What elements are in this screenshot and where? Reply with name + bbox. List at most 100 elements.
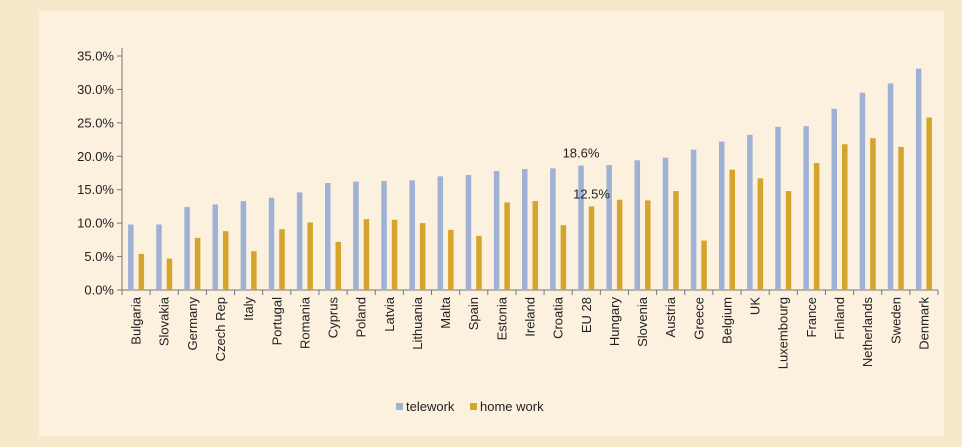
bar-telework-italy bbox=[240, 201, 247, 290]
y-tick-label: 35.0% bbox=[77, 49, 114, 64]
x-tick-label: UK bbox=[748, 297, 763, 315]
bar-telework-greece bbox=[690, 149, 697, 290]
bar-home-work-greece bbox=[701, 240, 707, 290]
bar-telework-romania bbox=[296, 192, 303, 290]
bar-telework-luxembourg bbox=[775, 126, 781, 291]
bar-telework-czech-rep bbox=[212, 204, 218, 290]
data-label: 12.5% bbox=[573, 186, 610, 201]
bar-home-work-uk bbox=[757, 178, 764, 290]
bar-telework-eu-28 bbox=[578, 165, 584, 290]
bar-telework-croatia bbox=[550, 168, 556, 290]
x-tick-label: Poland bbox=[354, 297, 369, 337]
y-tick-label: 5.0% bbox=[84, 249, 114, 264]
bar-home-work-italy bbox=[251, 251, 257, 290]
bar-telework-slovenia bbox=[634, 160, 641, 290]
chart-panel: 0.0% 5.0% 10.0% 15.0% 20.0% 25.0% 30.0% 35.0% Bu… bbox=[39, 11, 944, 436]
bar-home-work-estonia bbox=[504, 202, 510, 290]
x-tick-label: Slovenia bbox=[635, 296, 650, 347]
bar-telework-austria bbox=[662, 157, 669, 290]
bar-home-work-germany bbox=[194, 237, 201, 290]
x-tick-label: Finland bbox=[832, 297, 847, 340]
x-tick-label: Romania bbox=[297, 296, 312, 349]
bar-home-work-hungary bbox=[616, 199, 623, 290]
bar-telework-france bbox=[803, 126, 809, 290]
x-tick-label: Austria bbox=[663, 296, 678, 337]
x-tick-label: Malta bbox=[438, 296, 453, 329]
bar-home-work-france bbox=[813, 162, 820, 290]
bar-telework-hungary bbox=[606, 164, 612, 290]
legend-label: home work bbox=[480, 399, 544, 414]
y-tick-label: 30.0% bbox=[77, 82, 114, 97]
x-tick-label: EU 28 bbox=[579, 297, 594, 333]
bar-home-work-belgium bbox=[729, 169, 735, 290]
x-tick-label: Estonia bbox=[494, 296, 509, 340]
bar-home-work-spain bbox=[476, 235, 482, 290]
bar-telework-estonia bbox=[493, 170, 500, 290]
bar-home-work-bulgaria bbox=[138, 253, 145, 290]
x-tick-label: Slovakia bbox=[157, 296, 172, 346]
x-tick-label: Lithuania bbox=[410, 296, 425, 350]
x-tick-label: Hungary bbox=[607, 297, 622, 347]
x-tick-label: Netherlands bbox=[860, 297, 875, 368]
bar-chart: 0.0% 5.0% 10.0% 15.0% 20.0% 25.0% 30.0% 35.0% Bu… bbox=[77, 48, 939, 414]
x-tick-label: Croatia bbox=[551, 296, 566, 339]
bar-home-work-slovenia bbox=[645, 200, 651, 290]
bar-home-work-slovakia bbox=[166, 258, 173, 290]
x-tick-label: Greece bbox=[691, 297, 706, 340]
x-tick-label: Czech Rep bbox=[213, 297, 228, 361]
bar-telework-cyprus bbox=[325, 183, 331, 290]
bar-home-work-cyprus bbox=[335, 241, 342, 290]
x-tick-label: Cyprus bbox=[326, 297, 341, 339]
bar-home-work-czech-rep bbox=[222, 231, 229, 290]
bar-telework-latvia bbox=[381, 181, 387, 290]
x-tick-label: Bulgaria bbox=[129, 296, 144, 344]
y-tick-label: 0.0% bbox=[84, 283, 114, 298]
x-tick-label: Spain bbox=[466, 297, 481, 330]
bar-telework-finland bbox=[831, 108, 838, 291]
bar-telework-poland bbox=[353, 181, 359, 290]
bar-home-work-denmark bbox=[926, 117, 932, 290]
legend-swatch bbox=[396, 403, 403, 410]
x-tick-label: Ireland bbox=[523, 297, 538, 337]
y-tick-label: 20.0% bbox=[77, 149, 114, 164]
bar-home-work-austria bbox=[673, 191, 679, 290]
bar-home-work-lithuania bbox=[419, 223, 426, 290]
bar-telework-uk bbox=[747, 134, 753, 290]
bar-home-work-portugal bbox=[279, 229, 285, 290]
bar-telework-spain bbox=[465, 175, 472, 290]
y-tick-label: 25.0% bbox=[77, 115, 114, 130]
y-tick-label: 15.0% bbox=[77, 182, 114, 197]
x-tick-label: Portugal bbox=[269, 297, 284, 346]
bar-home-work-luxembourg bbox=[785, 191, 792, 290]
bar-home-work-finland bbox=[842, 144, 848, 290]
legend-label: telework bbox=[406, 399, 455, 414]
bar-telework-netherlands bbox=[859, 92, 866, 291]
bar-home-work-eu-28 bbox=[588, 206, 595, 290]
bar-telework-slovakia bbox=[156, 224, 162, 290]
x-tick-label: Italy bbox=[241, 297, 256, 321]
bar-home-work-poland bbox=[363, 219, 370, 290]
bar-home-work-romania bbox=[307, 222, 313, 290]
bar-telework-ireland bbox=[522, 168, 528, 290]
bar-home-work-netherlands bbox=[870, 138, 876, 290]
bar-telework-portugal bbox=[268, 197, 275, 290]
x-tick-label: France bbox=[804, 297, 819, 337]
x-tick-label: Sweden bbox=[888, 297, 903, 344]
bar-home-work-sweden bbox=[898, 146, 904, 290]
bar-telework-malta bbox=[437, 176, 444, 290]
bar-telework-sweden bbox=[887, 83, 894, 290]
legend-swatch bbox=[470, 403, 477, 410]
bar-home-work-malta bbox=[448, 229, 454, 290]
x-tick-label: Denmark bbox=[916, 297, 931, 350]
bar-home-work-latvia bbox=[391, 219, 398, 290]
x-tick-label: Luxembourg bbox=[776, 297, 791, 369]
x-tick-label: Germany bbox=[185, 297, 200, 351]
bar-home-work-ireland bbox=[532, 201, 538, 290]
data-label: 18.6% bbox=[563, 146, 600, 161]
bar-telework-bulgaria bbox=[128, 224, 134, 290]
bar-home-work-croatia bbox=[560, 225, 567, 290]
x-tick-label: Latvia bbox=[382, 296, 397, 331]
bar-telework-germany bbox=[184, 207, 190, 290]
bar-telework-lithuania bbox=[409, 180, 415, 290]
y-tick-label: 10.0% bbox=[77, 216, 114, 231]
